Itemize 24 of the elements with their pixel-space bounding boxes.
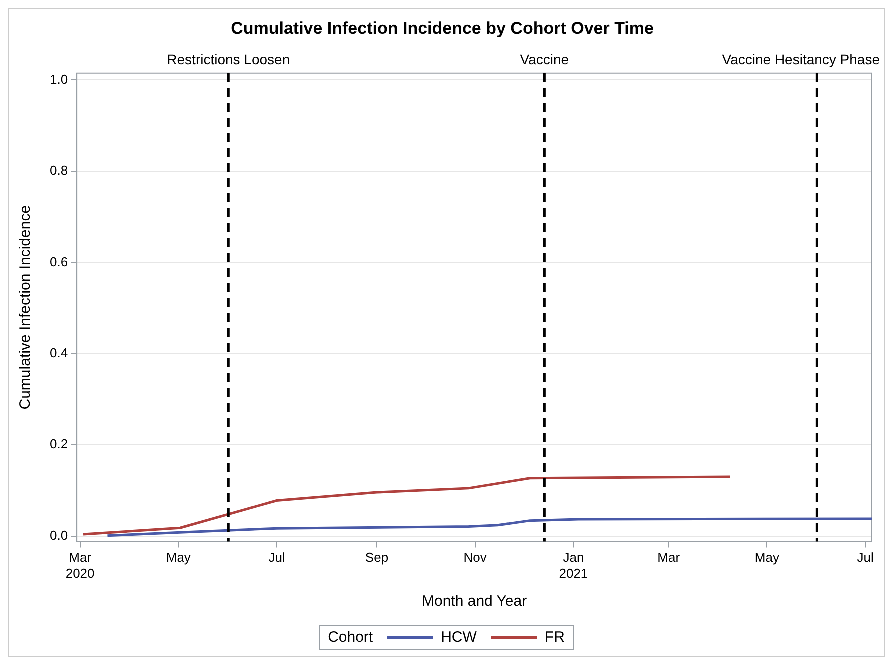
y-tick-label: 0.4: [50, 345, 68, 360]
x-tick-label: Mar 2020: [66, 550, 95, 581]
y-tick-label: 0.8: [50, 163, 68, 178]
y-tick-label: 0.0: [50, 528, 68, 543]
y-tick-label: 1.0: [50, 72, 68, 87]
x-tick-label: May: [754, 550, 780, 566]
x-tick-label: May: [166, 550, 192, 566]
x-axis-title: Month and Year: [422, 593, 528, 610]
legend-label: FR: [544, 629, 565, 646]
x-tick-label: Jul: [268, 550, 286, 566]
y-axis-title: Cumulative Infection Incidence: [17, 205, 34, 410]
x-tick-label: Sep: [365, 550, 389, 566]
x-tick-label: Mar: [658, 550, 681, 566]
x-tick-label: Jan 2021: [559, 550, 588, 581]
chart-title: Cumulative Infection Incidence by Cohort Over Time: [231, 18, 654, 38]
ref-line-label: Vaccine Hesitancy Phase: [722, 51, 880, 68]
legend-title: Cohort: [328, 629, 374, 646]
y-tick-label: 0.6: [50, 254, 68, 270]
ref-line-label: Vaccine: [520, 51, 570, 68]
x-tick-label: Nov: [464, 550, 488, 566]
legend-label: HCW: [441, 629, 477, 646]
x-tick-label: Jul: [857, 550, 874, 566]
y-tick-label: 0.2: [50, 436, 68, 452]
ref-line-label: Restrictions Loosen: [167, 51, 290, 68]
